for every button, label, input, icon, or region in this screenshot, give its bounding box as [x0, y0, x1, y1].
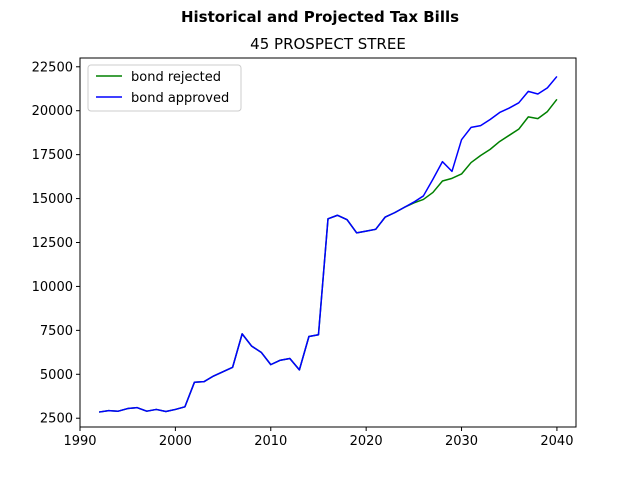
legend-box — [87, 64, 242, 112]
legend-label-2: bond approved — [131, 91, 229, 106]
plot-series — [98, 75, 558, 413]
y-tick-label: 7500 — [40, 324, 73, 339]
x-axis: 1990 2000 2010 2020 2030 2040 — [63, 427, 573, 449]
y-tick-label: 2500 — [40, 412, 73, 427]
x-tick-label: 1990 — [63, 434, 96, 449]
chart-title: 45 PROSPECT STREE — [250, 35, 406, 53]
legend-label-1: bond rejected — [131, 70, 221, 85]
y-axis: 2500 5000 7500 10000 12500 15000 17500 20000 225… — [32, 60, 80, 427]
x-tick-label: 2000 — [159, 434, 192, 449]
legend: bond rejected bond approved — [87, 64, 242, 112]
y-tick-label: 10000 — [32, 280, 73, 295]
y-tick-label: 22500 — [32, 60, 73, 75]
y-tick-label: 17500 — [32, 148, 73, 163]
x-tick-label: 2040 — [540, 434, 573, 449]
x-tick-label: 2020 — [350, 434, 383, 449]
x-tick-label: 2010 — [254, 434, 287, 449]
x-tick-label: 2030 — [445, 434, 478, 449]
y-tick-label: 20000 — [32, 104, 73, 119]
chart-suptitle: Historical and Projected Tax Bills — [181, 8, 459, 26]
series-line-1 — [98, 98, 558, 413]
y-tick-label: 5000 — [40, 368, 73, 383]
y-tick-label: 12500 — [32, 236, 73, 251]
series-line-2 — [98, 75, 558, 413]
y-tick-label: 15000 — [32, 192, 73, 207]
plot-frame — [79, 57, 577, 428]
